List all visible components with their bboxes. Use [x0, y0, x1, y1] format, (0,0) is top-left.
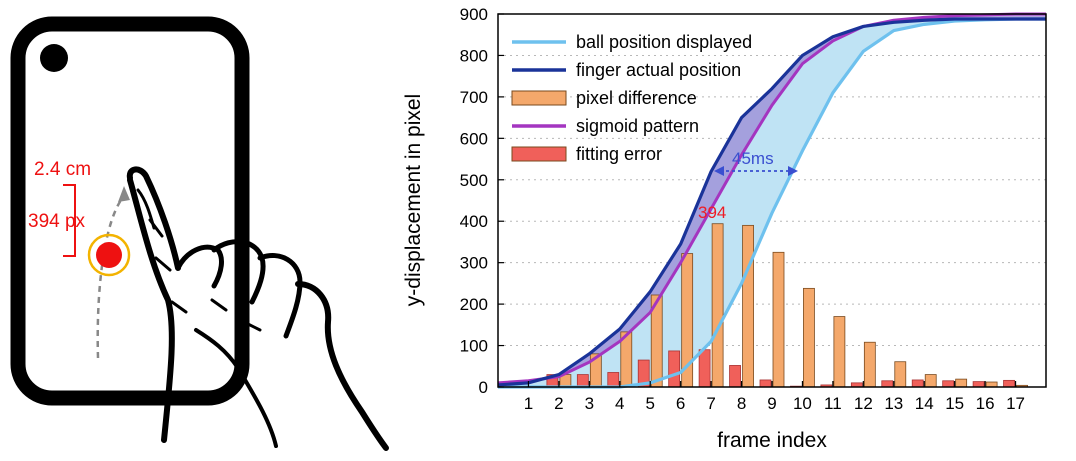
x-tick-label: 4 [615, 394, 624, 413]
legend: ball position displayed finger actual pos… [511, 32, 752, 164]
y-tick-label: 800 [460, 46, 488, 65]
delay-band-light [498, 18, 1046, 388]
bar-fitting-error [607, 372, 620, 388]
x-tick-label: 3 [585, 394, 594, 413]
bar-pixel-difference [711, 223, 724, 388]
x-tick-label: 8 [737, 394, 746, 413]
x-tick-label: 13 [884, 394, 903, 413]
legend-label: finger actual position [576, 60, 741, 80]
x-tick-label: 12 [854, 394, 873, 413]
bar-fitting-error [881, 380, 894, 388]
x-axis-title: frame index [717, 429, 827, 452]
bar-pixel-difference [955, 378, 968, 388]
x-tick-label: 11 [824, 394, 842, 413]
y-tick-label: 700 [460, 88, 488, 107]
delay-arrow-left-head [714, 166, 724, 176]
annotations: 45ms 394 [698, 149, 798, 222]
bar-pixel-difference [894, 361, 907, 388]
phone-outline [10, 16, 250, 406]
legend-swatch [511, 146, 567, 162]
x-tick-label: 7 [706, 394, 715, 413]
y-axis-ticks: 0 100 200 300 400 500 600 700 800 900 [460, 5, 504, 397]
bar-pixel-difference [742, 224, 754, 388]
y-tick-label: 300 [460, 254, 488, 273]
x-tick-label: 9 [767, 394, 776, 413]
bar-fitting-error [942, 380, 955, 388]
legend-label: pixel difference [576, 88, 697, 108]
legend-swatch [511, 90, 567, 106]
distance-label: 2.4 cm [34, 159, 91, 180]
x-tick-label: 6 [676, 394, 685, 413]
y-tick-label: 100 [460, 337, 488, 356]
bar-fitting-error [1003, 379, 1015, 388]
y-tick-label: 900 [460, 5, 488, 24]
x-tick-label: 1 [524, 394, 533, 413]
x-tick-label: 2 [554, 394, 563, 413]
x-tick-label: 16 [976, 394, 995, 413]
swipe-arrowhead [118, 186, 130, 202]
bars-group [546, 223, 1028, 388]
legend-label: fitting error [576, 144, 662, 164]
swipe-path-arrow [96, 195, 125, 359]
gridlines [498, 54, 1046, 347]
phone-illustration: 2.4 cm 394 px [10, 16, 389, 451]
y-tick-label: 0 [479, 378, 488, 397]
pixel-label: 394 px [28, 211, 86, 232]
shaded-delay-band [498, 14, 1046, 388]
bar-fitting-error [759, 379, 772, 388]
bar-pixel-difference [863, 341, 876, 388]
y-tick-label: 200 [460, 295, 488, 314]
x-tick-label: 10 [793, 394, 812, 413]
legend-label: sigmoid pattern [576, 116, 699, 136]
bar-fitting-error [911, 379, 924, 388]
line-sigmoid-pattern [497, 12, 1046, 385]
y-tick-label: 500 [460, 171, 488, 190]
legend-label: ball position displayed [576, 32, 752, 52]
ball-halo [87, 233, 131, 277]
delay-label: 45ms [732, 149, 774, 168]
bar-fitting-error [698, 349, 711, 388]
ball [96, 242, 122, 268]
bar-fitting-error [729, 365, 741, 388]
y-axis-title: y-displacement in pixel [402, 94, 425, 306]
bar-pixel-difference [772, 251, 785, 388]
line-finger-actual-position [497, 17, 1046, 387]
y-tick-label: 400 [460, 212, 488, 231]
hand-drawing [126, 166, 389, 451]
x-tick-label: 15 [945, 394, 964, 413]
bar-fitting-error [576, 374, 589, 388]
distance-bracket [63, 184, 76, 257]
x-tick-label: 14 [915, 394, 934, 413]
bar-pixel-difference [803, 287, 815, 388]
bar-fitting-error [972, 381, 985, 388]
x-tick-label: 17 [1006, 394, 1025, 413]
x-tick-label: 5 [645, 394, 654, 413]
phone-camera-dot [40, 44, 68, 72]
peak-label: 394 [698, 203, 726, 222]
bar-fitting-error [668, 350, 681, 388]
x-axis-ticks: 1 2 3 4 5 6 7 8 9 10 11 12 13 14 15 16 17 [524, 381, 1025, 413]
delay-arrow-right-head [788, 166, 798, 176]
bar-pixel-difference [924, 374, 937, 388]
bar-pixel-difference [833, 316, 846, 388]
y-tick-label: 600 [460, 129, 488, 148]
